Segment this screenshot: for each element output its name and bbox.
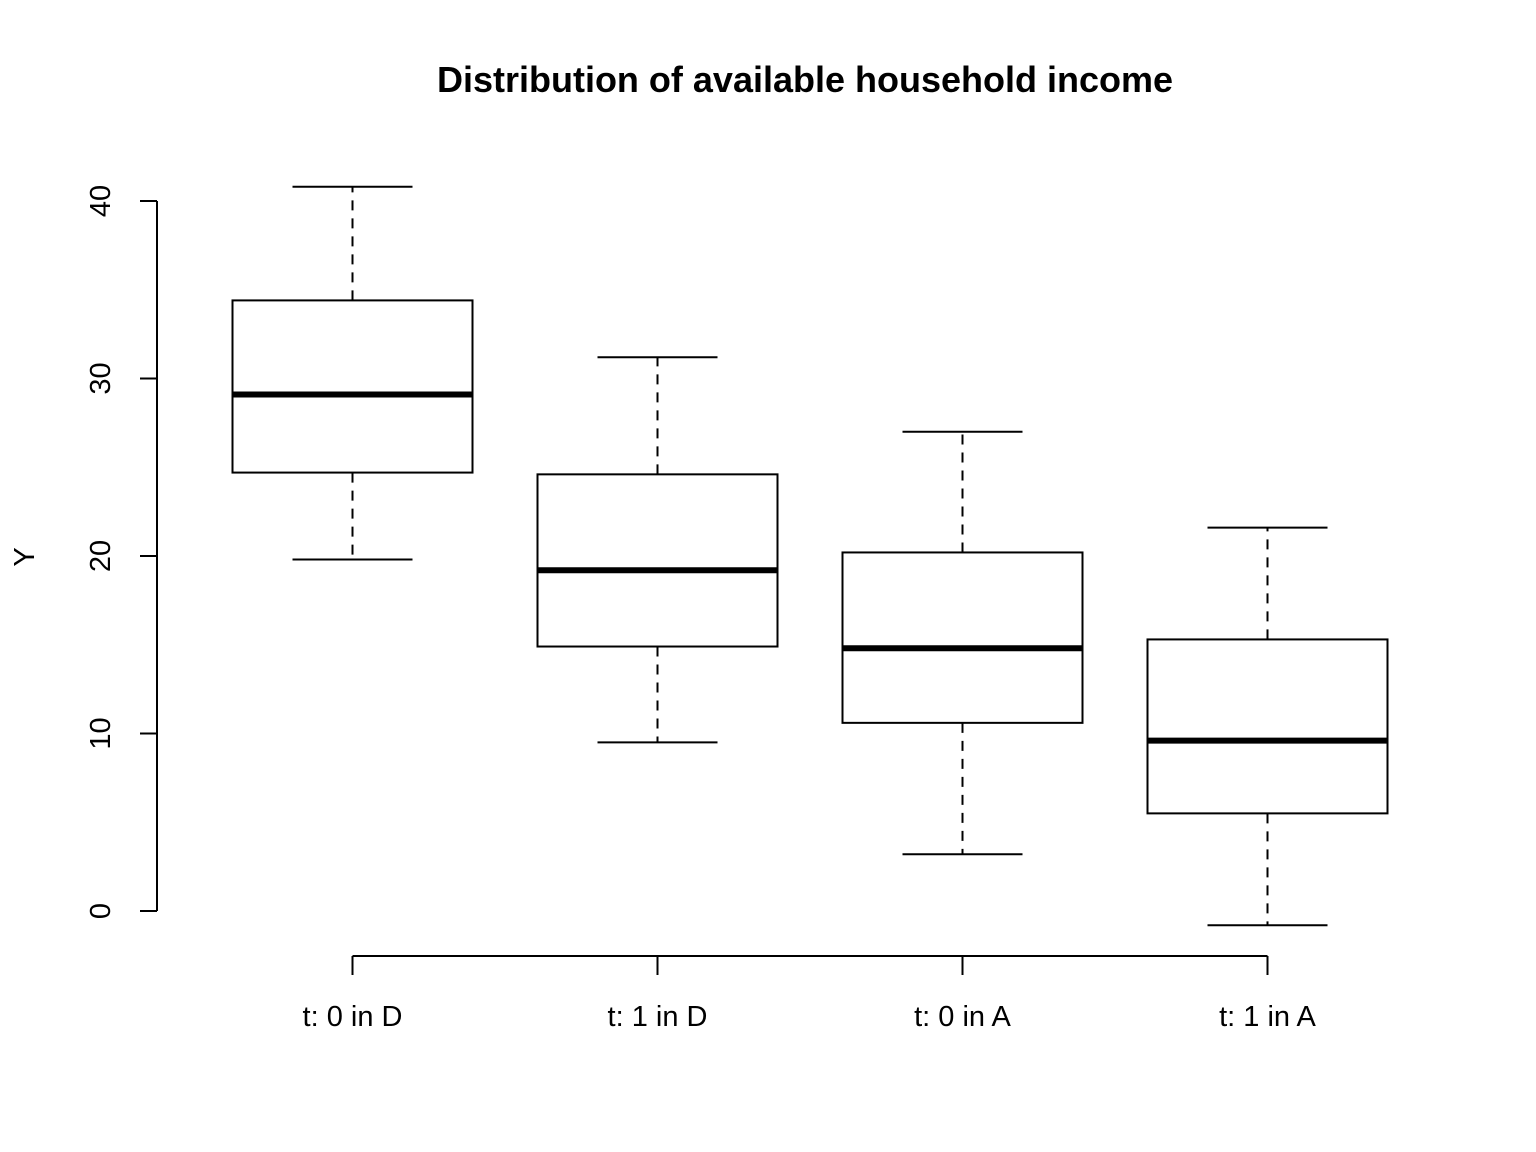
x-tick-label: t: 1 in D xyxy=(608,1001,708,1033)
y-tick-label: 20 xyxy=(85,540,117,572)
x-tick-label: t: 0 in D xyxy=(303,1001,403,1033)
box-group xyxy=(841,430,1084,856)
box-group xyxy=(1146,526,1389,927)
box-group xyxy=(536,356,779,744)
box-group xyxy=(231,185,474,561)
y-axis-label: Y xyxy=(9,547,41,566)
chart-title: Distribution of available household inco… xyxy=(437,59,1173,100)
x-tick-label: t: 1 in A xyxy=(1219,1001,1316,1033)
boxes xyxy=(231,185,1389,927)
x-tick-label: t: 0 in A xyxy=(914,1001,1011,1033)
iqr-box xyxy=(231,299,474,474)
y-tick-label: 0 xyxy=(85,903,117,919)
x-axis: t: 0 in D t: 1 in D t: 0 in A t: 1 in A xyxy=(303,955,1317,1033)
y-tick-label: 30 xyxy=(85,362,117,394)
iqr-box xyxy=(536,473,779,648)
y-tick-label: 10 xyxy=(85,717,117,749)
iqr-box xyxy=(1146,638,1389,815)
y-tick-label: 40 xyxy=(85,185,117,217)
iqr-box xyxy=(841,551,1084,724)
y-axis: 0 10 20 30 40 xyxy=(85,185,158,919)
